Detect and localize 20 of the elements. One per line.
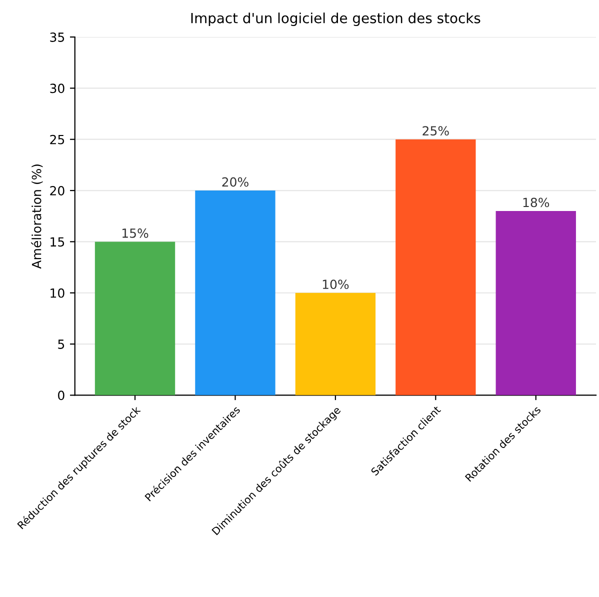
y-tick-label: 20 [50, 186, 64, 196]
data-label: 15% [122, 228, 148, 238]
bar [94, 242, 176, 396]
data-label: 20% [222, 177, 248, 187]
y-tick-label: 15 [50, 237, 64, 247]
y-tick-label: 5 [58, 340, 64, 349]
y-tick-label: 10 [50, 288, 64, 298]
bar [496, 210, 576, 396]
bar [195, 190, 276, 396]
data-label: 25% [422, 126, 449, 136]
y-tick-label: 0 [58, 390, 64, 400]
y-tick-label: 35 [50, 32, 64, 42]
data-label: 18% [523, 198, 550, 208]
chart-title: Impact d'un logiciel de gestion des stocks [191, 12, 480, 26]
bar [295, 292, 376, 396]
y-axis-title: Amélioration (%) [31, 164, 43, 269]
y-tick-label: 25 [50, 134, 64, 144]
y-tick-label: 30 [50, 84, 64, 94]
bar [396, 139, 476, 396]
data-label: 10% [322, 280, 349, 290]
